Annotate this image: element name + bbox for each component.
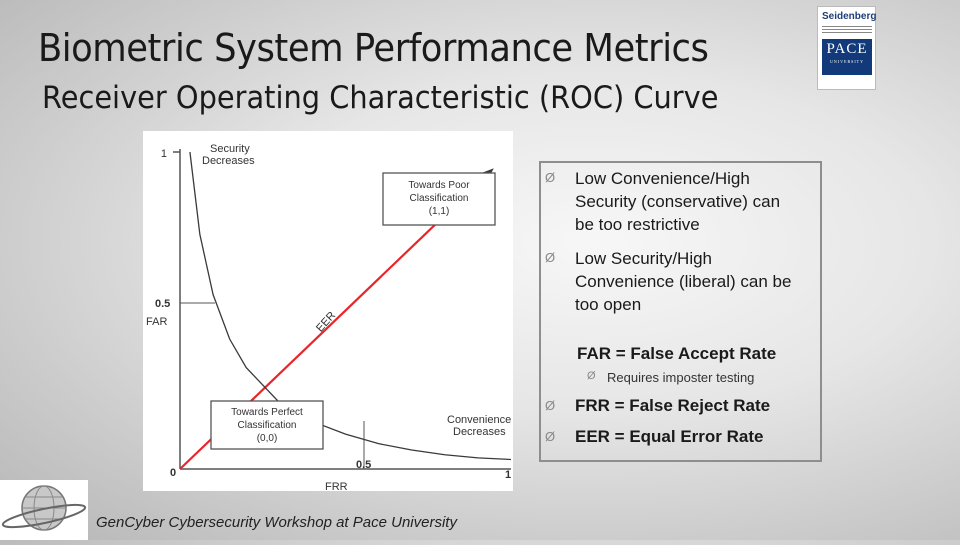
bullet-2-line2: Convenience (liberal) can be	[575, 272, 792, 291]
convenience-decreases-line1: Convenience	[447, 414, 511, 426]
perfect-classification-box	[210, 400, 324, 450]
x-tick-label-1: 1	[505, 469, 511, 481]
roc-chart-svg: 1 0.5 FAR 0 0.5 1 FRR EER Security Decre…	[146, 143, 511, 493]
bullet-2-line1: Low Security/High	[575, 249, 713, 268]
eer-definition: EER = Equal Error Rate	[575, 427, 764, 446]
poor-classification-box	[382, 172, 496, 226]
poor-classification-line2: Classification	[410, 193, 469, 204]
bullet-box: Ø Low Convenience/High Security (conserv…	[539, 161, 822, 462]
bullet-2: Low Security/High Convenience (liberal) …	[575, 247, 791, 316]
bullet-arrow-icon: Ø	[545, 250, 556, 265]
bullet-arrow-icon: Ø	[545, 170, 556, 185]
poor-classification-line3: (1,1)	[429, 206, 450, 217]
bullet-1-line2: Security (conservative) can	[575, 192, 781, 211]
perfect-classification-line1: Towards Perfect	[231, 407, 303, 418]
pace-badge: PACE UNIVERSITY	[822, 39, 872, 75]
pace-wordmark: PACE	[826, 41, 868, 57]
security-decreases-line2: Decreases	[202, 155, 255, 167]
globe-icon	[1, 485, 87, 531]
perfect-classification-line3: (0,0)	[257, 433, 278, 444]
sub-bullet-arrow-icon: Ø	[587, 370, 596, 382]
perfect-classification-line2: Classification	[238, 420, 297, 431]
logo-fine-print-icon	[822, 24, 872, 35]
seidenberg-label: Seidenberg	[822, 11, 877, 22]
slide-subtitle: Receiver Operating Characteristic (ROC) …	[42, 80, 719, 116]
convenience-decreases-line2: Decreases	[453, 426, 506, 438]
bullet-arrow-icon: Ø	[545, 398, 556, 413]
frr-definition: FRR = False Reject Rate	[575, 396, 771, 415]
footer-caption: GenCyber Cybersecurity Workshop at Pace …	[96, 514, 457, 531]
poor-classification-line1: Towards Poor	[408, 180, 470, 191]
pace-university-logo: Seidenberg PACE UNIVERSITY	[817, 6, 876, 90]
bullet-1-line1: Low Convenience/High	[575, 169, 750, 188]
y-tick-label-05: 0.5	[155, 298, 170, 310]
bullet-2-line3: too open	[575, 295, 642, 314]
slide-title: Biometric System Performance Metrics	[38, 26, 709, 70]
security-decreases-line1: Security	[210, 143, 250, 155]
gencyber-globe-logo	[0, 480, 88, 540]
x-tick-label-0: 0	[170, 467, 176, 479]
x-tick-label-05: 0.5	[356, 459, 371, 471]
bullet-arrow-icon: Ø	[545, 429, 556, 444]
bullet-1-line3: be too restrictive	[575, 215, 700, 234]
pace-sub-label: UNIVERSITY	[830, 59, 864, 64]
roc-chart: 1 0.5 FAR 0 0.5 1 FRR EER Security Decre…	[143, 131, 513, 493]
y-tick-label-1: 1	[161, 148, 167, 160]
bullet-1: Low Convenience/High Security (conservat…	[575, 167, 780, 236]
far-definition: FAR = False Accept Rate	[577, 344, 777, 363]
far-sub-note: Requires imposter testing	[607, 370, 755, 385]
y-axis-label: FAR	[146, 316, 167, 328]
x-axis-label: FRR	[325, 481, 348, 491]
